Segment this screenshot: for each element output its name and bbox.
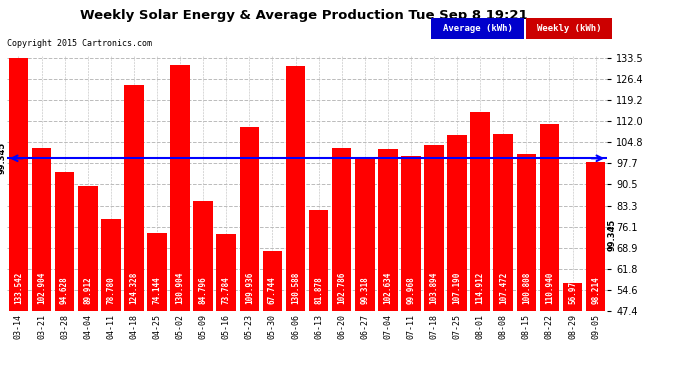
- Text: 99.968: 99.968: [406, 276, 415, 304]
- Text: Copyright 2015 Cartronics.com: Copyright 2015 Cartronics.com: [7, 39, 152, 48]
- Bar: [563, 283, 582, 311]
- Bar: [263, 251, 282, 311]
- Bar: [78, 186, 97, 311]
- Bar: [355, 158, 375, 311]
- Bar: [401, 156, 421, 311]
- Text: 133.542: 133.542: [14, 272, 23, 304]
- Text: 94.628: 94.628: [60, 276, 69, 304]
- Text: 74.144: 74.144: [152, 276, 161, 304]
- Bar: [170, 65, 190, 311]
- Bar: [124, 85, 144, 311]
- Text: 114.912: 114.912: [475, 272, 484, 304]
- Text: 98.214: 98.214: [591, 276, 600, 304]
- Text: 110.940: 110.940: [545, 272, 554, 304]
- Text: 130.904: 130.904: [175, 272, 184, 304]
- Bar: [217, 234, 236, 311]
- Bar: [517, 154, 536, 311]
- Text: 102.904: 102.904: [37, 272, 46, 304]
- Text: 130.588: 130.588: [291, 272, 300, 304]
- Bar: [540, 124, 560, 311]
- Bar: [424, 145, 444, 311]
- Text: 84.796: 84.796: [199, 276, 208, 304]
- Bar: [32, 148, 51, 311]
- Text: 124.328: 124.328: [130, 272, 139, 304]
- Bar: [147, 232, 167, 311]
- Text: 102.786: 102.786: [337, 272, 346, 304]
- Bar: [286, 66, 305, 311]
- Text: 78.780: 78.780: [106, 276, 115, 304]
- Text: 99.345: 99.345: [607, 219, 616, 251]
- Text: Weekly Solar Energy & Average Production Tue Sep 8 19:21: Weekly Solar Energy & Average Production…: [80, 9, 527, 22]
- Bar: [493, 134, 513, 311]
- Bar: [586, 162, 605, 311]
- Bar: [9, 58, 28, 311]
- Text: 89.912: 89.912: [83, 276, 92, 304]
- Text: 81.878: 81.878: [314, 276, 323, 304]
- Text: 67.744: 67.744: [268, 276, 277, 304]
- Bar: [447, 135, 467, 311]
- Text: Average (kWh): Average (kWh): [443, 24, 513, 33]
- Text: Weekly (kWh): Weekly (kWh): [537, 24, 601, 33]
- Text: 99.318: 99.318: [360, 276, 369, 304]
- Bar: [101, 219, 121, 311]
- Bar: [378, 148, 397, 311]
- Text: 107.472: 107.472: [499, 272, 508, 304]
- Text: 107.190: 107.190: [453, 272, 462, 304]
- Bar: [309, 210, 328, 311]
- Text: 102.634: 102.634: [384, 272, 393, 304]
- Text: 99.345: 99.345: [0, 142, 7, 174]
- Text: 73.784: 73.784: [221, 276, 230, 304]
- Bar: [332, 148, 351, 311]
- Text: 109.936: 109.936: [245, 272, 254, 304]
- Text: 100.808: 100.808: [522, 272, 531, 304]
- Bar: [239, 127, 259, 311]
- Bar: [55, 172, 75, 311]
- Bar: [193, 201, 213, 311]
- Text: 56.976: 56.976: [568, 276, 577, 304]
- Bar: [471, 112, 490, 311]
- Text: 103.894: 103.894: [430, 272, 439, 304]
